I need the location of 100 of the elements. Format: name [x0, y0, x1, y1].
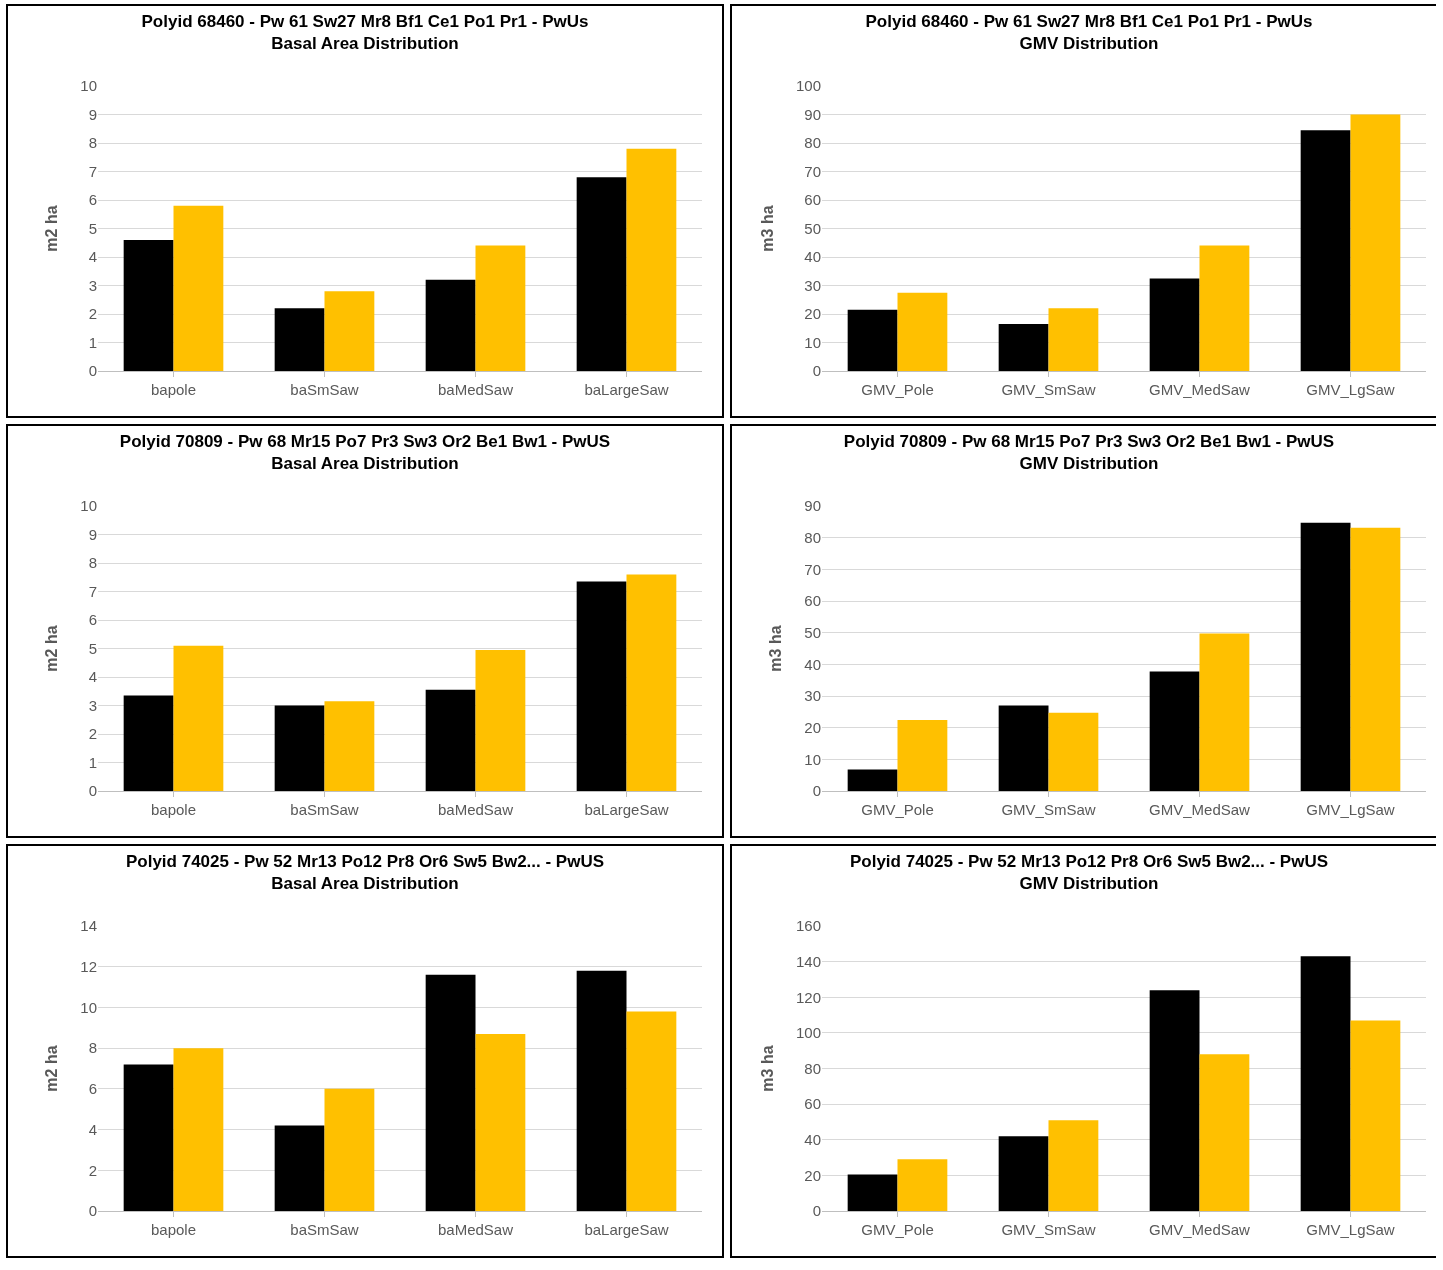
bar [475, 245, 526, 371]
y-tick-label: 12 [80, 957, 97, 975]
bar [847, 309, 898, 371]
bar [324, 291, 375, 371]
x-tick-label: GMV_Pole [861, 801, 934, 818]
bar [425, 279, 476, 371]
y-tick-label: 3 [88, 276, 97, 294]
chart-title: Polyid 74025 - Pw 52 Mr13 Po12 Pr8 Or6 Sw5 Bw2... - PwUS [849, 851, 1329, 871]
bar [897, 1159, 948, 1211]
y-axis-title: m2 ha [43, 1045, 61, 1092]
bar [173, 1048, 224, 1211]
x-tick-label: baSmSaw [290, 381, 359, 398]
bar [897, 292, 948, 371]
y-tick-label: 0 [88, 1202, 97, 1220]
x-tick-label: GMV_SmSaw [1001, 381, 1096, 398]
bar [1149, 990, 1200, 1211]
bar [425, 689, 476, 791]
y-tick-label: 3 [88, 696, 97, 714]
x-tick-label: GMV_Pole [861, 1221, 934, 1238]
bar [847, 769, 898, 791]
x-tick-label: baMedSaw [437, 1221, 514, 1238]
y-tick-label: 40 [804, 248, 821, 266]
y-tick-label: 7 [88, 162, 97, 180]
bar [324, 701, 375, 791]
y-tick-label: 2 [88, 725, 97, 743]
y-tick-label: 6 [88, 1080, 97, 1098]
y-tick-label: 10 [80, 77, 97, 95]
y-tick-label: 70 [804, 162, 821, 180]
bar [897, 720, 948, 791]
x-tick-label: baMedSaw [437, 381, 514, 398]
x-tick-label: GMV_LgSaw [1306, 801, 1395, 818]
y-tick-label: 10 [80, 998, 97, 1016]
x-tick-label: bapole [150, 801, 197, 818]
bar [1048, 712, 1099, 791]
y-tick-label: 8 [88, 134, 97, 152]
y-tick-label: 1 [88, 753, 97, 771]
y-tick-label: 0 [812, 362, 821, 380]
bar [1199, 633, 1250, 791]
y-axis-title: m2 ha [43, 625, 61, 672]
y-tick-label: 50 [804, 623, 821, 641]
y-tick-label: 100 [795, 77, 821, 95]
y-tick-label: 9 [88, 105, 97, 123]
y-axis-title: m3 ha [758, 1045, 776, 1092]
x-tick-label: GMV_LgSaw [1306, 1221, 1395, 1238]
y-tick-label: 30 [804, 687, 821, 705]
y-tick-label: 80 [804, 528, 821, 546]
y-tick-label: 1 [88, 333, 97, 351]
chart-title: Polyid 70809 - Pw 68 Mr15 Po7 Pr3 Sw3 Or2 Be1 Bw1 - PwUS [843, 431, 1335, 451]
x-tick-label: GMV_MedSaw [1149, 381, 1251, 398]
y-tick-label: 6 [88, 191, 97, 209]
bar [1350, 114, 1401, 371]
chart-subtitle: GMV Distribution [1019, 33, 1159, 53]
bar [475, 649, 526, 791]
y-tick-label: 50 [804, 219, 821, 237]
y-tick-label: 9 [88, 525, 97, 543]
y-tick-label: 4 [88, 668, 97, 686]
y-tick-label: 5 [88, 639, 97, 657]
bar [274, 1125, 325, 1211]
y-tick-label: 20 [804, 1166, 821, 1184]
bar [1048, 308, 1099, 371]
bar [1300, 130, 1351, 371]
chart-subtitle: Basal Area Distribution [271, 33, 459, 53]
x-tick-label: GMV_SmSaw [1001, 1221, 1096, 1238]
chart-title: Polyid 74025 - Pw 52 Mr13 Po12 Pr8 Or6 Sw5 Bw2... - PwUS [125, 851, 605, 871]
y-tick-label: 60 [804, 191, 821, 209]
y-tick-label: 160 [795, 917, 821, 935]
chart-title: Polyid 70809 - Pw 68 Mr15 Po7 Pr3 Sw3 Or2 Be1 Bw1 - PwUS [119, 431, 611, 451]
bar [123, 239, 174, 371]
y-axis-title: m2 ha [43, 205, 61, 252]
y-tick-label: 0 [812, 782, 821, 800]
x-tick-label: baLargeSaw [584, 381, 669, 398]
bar [998, 1136, 1049, 1211]
y-tick-label: 0 [812, 1202, 821, 1220]
y-tick-label: 90 [804, 497, 821, 515]
bar [626, 148, 677, 371]
bar [123, 695, 174, 791]
x-tick-label: GMV_Pole [861, 381, 934, 398]
x-tick-label: baLargeSaw [584, 1221, 669, 1238]
y-tick-label: 5 [88, 219, 97, 237]
bar [576, 581, 627, 791]
bar [576, 970, 627, 1211]
y-tick-label: 6 [88, 611, 97, 629]
y-tick-label: 90 [804, 105, 821, 123]
x-tick-label: baMedSaw [437, 801, 514, 818]
y-axis-title: m3 ha [767, 625, 785, 672]
y-tick-label: 2 [88, 1161, 97, 1179]
bar [425, 974, 476, 1211]
y-tick-label: 30 [804, 276, 821, 294]
bar [576, 177, 627, 371]
bar [274, 705, 325, 791]
bar [1149, 278, 1200, 371]
y-tick-label: 40 [804, 1131, 821, 1148]
y-tick-label: 4 [88, 1120, 97, 1138]
bar [1149, 671, 1200, 791]
y-tick-label: 10 [804, 333, 821, 351]
y-tick-label: 8 [88, 554, 97, 572]
chart-title: Polyid 68460 - Pw 61 Sw27 Mr8 Bf1 Ce1 Po1 Pr1 - PwUs [141, 11, 589, 31]
y-tick-label: 10 [80, 497, 97, 515]
y-tick-label: 2 [88, 305, 97, 323]
chart-subtitle: Basal Area Distribution [271, 873, 459, 893]
